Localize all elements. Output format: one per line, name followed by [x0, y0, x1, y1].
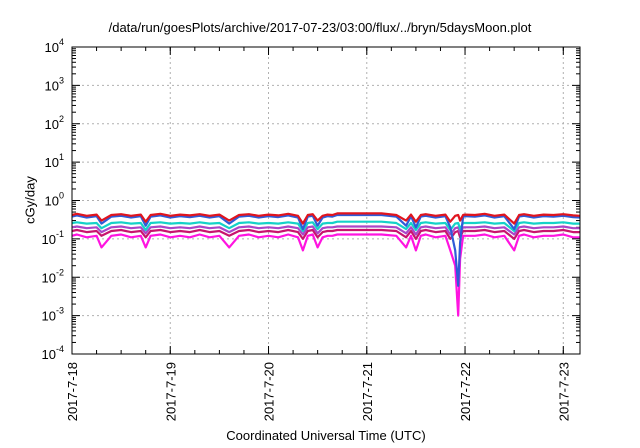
x-tick-label: 2017-7-22: [458, 362, 473, 421]
y-tick-label: 10-1: [42, 229, 64, 247]
x-tick-label: 2017-7-23: [556, 362, 571, 421]
series-line: [71, 220, 580, 233]
x-axis-label: Coordinated Universal Time (UTC): [226, 428, 426, 443]
series-line: [71, 228, 580, 240]
y-tick-label: 10-3: [42, 306, 64, 324]
y-tick-label: 104: [45, 37, 64, 55]
x-tick-label: 2017-7-19: [163, 362, 178, 421]
y-tick-label: 10-4: [42, 344, 64, 362]
y-tick-label: 10-2: [42, 267, 64, 285]
x-tick-label: 2017-7-20: [262, 362, 277, 421]
series-line: [71, 213, 581, 287]
series-line: [71, 212, 581, 225]
x-tick-label: 2017-7-21: [360, 362, 375, 421]
series-line: [71, 233, 580, 317]
y-tick-label: 102: [45, 114, 64, 132]
y-tick-label: 103: [45, 75, 64, 93]
y-tick-label: 101: [45, 152, 64, 170]
chart-title: /data/run/goesPlots/archive/2017-07-23/0…: [108, 20, 532, 35]
y-tick-label: 100: [45, 191, 64, 209]
series-line: [71, 225, 580, 236]
x-tick-label: 2017-7-18: [65, 362, 80, 421]
